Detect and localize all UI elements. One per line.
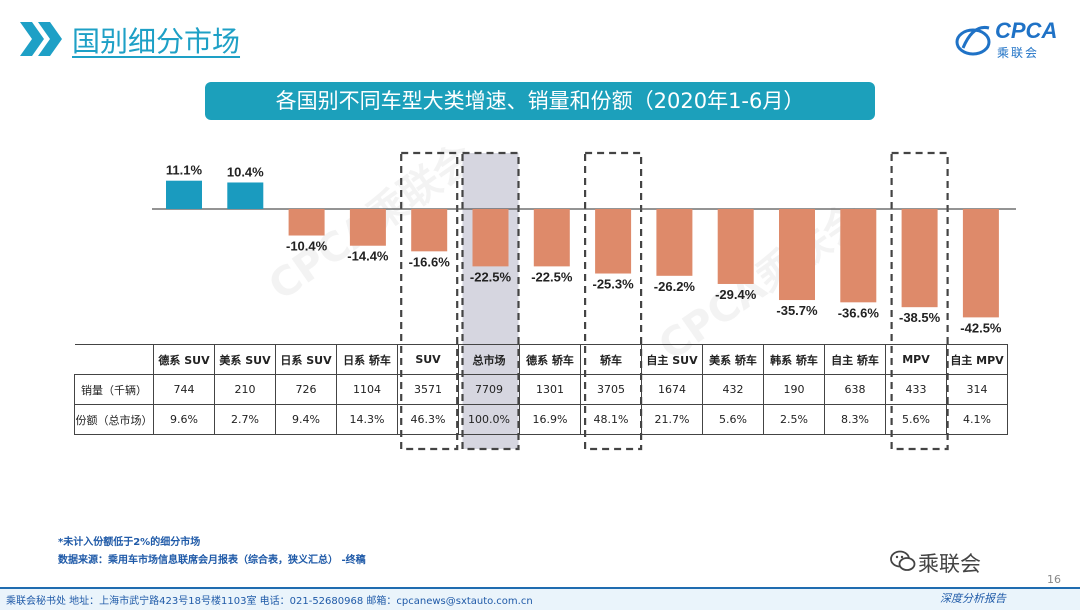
table-header-cell: 轿车 (580, 344, 642, 375)
bar (472, 209, 509, 267)
bar (656, 209, 693, 276)
table-cell: 5.6% (702, 404, 764, 435)
table-header-cell: 自主 轿车 (824, 344, 886, 375)
chevron-icon (20, 22, 62, 56)
table-row-label: 份额（总市场） (74, 404, 154, 435)
table-row: 份额（总市场） 9.6% 2.7% 9.4% 14.3% 46.3% 100.0% 16.9%… (74, 404, 1008, 435)
table-cell: 210 (214, 374, 276, 405)
table-header-cell: 德系 轿车 (519, 344, 581, 375)
table-header-cell: 韩系 轿车 (763, 344, 825, 375)
table-header-cell: SUV (397, 344, 459, 375)
logo-subtext: 乘联会 (997, 46, 1040, 60)
table-cell: 2.5% (763, 404, 825, 435)
page-title: 国别细分市场 (72, 25, 241, 58)
highlight-box (583, 151, 643, 451)
table-cell: 744 (153, 374, 215, 405)
table-header-cell: 德系 SUV (153, 344, 215, 375)
table-row-label: 销量（千辆） (74, 374, 154, 405)
table-header-cell: 日系 轿车 (336, 344, 398, 375)
data-label: -38.5% (899, 310, 941, 325)
bar (227, 182, 264, 209)
footer-contact: 乘联会秘书处 地址：上海市武宁路423号18号楼1103室 电话：021-526… (6, 596, 533, 607)
table-cell: 16.9% (519, 404, 581, 435)
highlight-box (400, 151, 459, 451)
table-header-cell: MPV (885, 344, 947, 375)
table-cell: 100.0% (458, 404, 520, 435)
data-label: -22.5% (470, 269, 512, 284)
data-table: 德系 SUV 美系 SUV 日系 SUV 日系 轿车 SUV 总市场 德系 轿车 轿车 自主 S… (74, 344, 1008, 435)
footer-tag: 深度分析报告 (940, 592, 1006, 605)
footer-bar (0, 587, 1080, 610)
table-header-cell: 总市场 (458, 344, 520, 375)
cpca-logo-icon (955, 25, 991, 56)
data-label: -10.4% (286, 239, 328, 254)
table-cell: 433 (885, 374, 947, 405)
data-label: -22.5% (531, 269, 573, 284)
table-cell: 190 (763, 374, 825, 405)
chart-title-banner: 各国别不同车型大类增速、销量和份额（2020年1-6月） (205, 82, 875, 120)
source-note: 数据来源：乘用车市场信息联席会月报表（综合表，狭义汇总） -终稿 (58, 555, 366, 566)
data-label: -29.4% (715, 287, 757, 302)
table-header-cell: 自主 SUV (641, 344, 703, 375)
bar (166, 180, 202, 209)
table-cell: 9.6% (153, 404, 215, 435)
data-label: -36.6% (838, 305, 880, 320)
table-header-cell: 自主 MPV (946, 344, 1008, 375)
table-cell: 9.4% (275, 404, 337, 435)
table-cell: 314 (946, 374, 1008, 405)
bar (840, 209, 877, 303)
footnote: *未计入份额低于2%的细分市场 (58, 537, 201, 548)
wechat-account-name: 乘联会 (918, 552, 981, 576)
table-cell: 432 (702, 374, 764, 405)
table-header-cell: 美系 SUV (214, 344, 276, 375)
table-cell: 5.6% (885, 404, 947, 435)
table-cell: 46.3% (397, 404, 459, 435)
table-cell: 2.7% (214, 404, 276, 435)
highlight-box (890, 151, 949, 451)
bar (717, 209, 754, 284)
page-number: 16 (1047, 573, 1061, 586)
bar (288, 209, 325, 236)
wechat-icon (890, 550, 916, 571)
bar (962, 209, 999, 318)
table-cell: 726 (275, 374, 337, 405)
table-cell: 1104 (336, 374, 398, 405)
table-row: 德系 SUV 美系 SUV 日系 SUV 日系 轿车 SUV 总市场 德系 轿车 轿车 自主 S… (74, 344, 1008, 375)
logo-text: CPCA (995, 18, 1058, 43)
bar (779, 209, 815, 301)
bar (533, 209, 570, 267)
table-cell: 4.1% (946, 404, 1008, 435)
table-row: 销量（千辆） 744 210 726 1104 3571 7709 1301 3705 1674 4… (74, 374, 1008, 405)
table-cell: 3571 (397, 374, 459, 405)
data-label: -42.5% (960, 320, 1002, 335)
bar (411, 209, 448, 252)
table-cell: 638 (824, 374, 886, 405)
table-cell: 1301 (519, 374, 581, 405)
data-label: -16.6% (409, 254, 451, 269)
table-cell: 48.1% (580, 404, 642, 435)
table-cell: 21.7% (641, 404, 703, 435)
table-header-cell: 日系 SUV (275, 344, 337, 375)
table-cell: 14.3% (336, 404, 398, 435)
table-cell: 3705 (580, 374, 642, 405)
table-cell: 7709 (458, 374, 520, 405)
bar (595, 209, 632, 274)
data-label: -25.3% (592, 277, 634, 292)
table-corner-cell (74, 344, 154, 375)
data-label: -26.2% (654, 279, 696, 294)
data-label: 11.1% (166, 163, 203, 178)
data-label: -35.7% (776, 303, 818, 318)
bar (349, 209, 386, 246)
table-cell: 8.3% (824, 404, 886, 435)
table-cell: 1674 (641, 374, 703, 405)
bar (901, 209, 938, 308)
table-header-cell: 美系 轿车 (702, 344, 764, 375)
data-label: -14.4% (347, 249, 389, 264)
data-label: 10.4% (227, 164, 264, 179)
